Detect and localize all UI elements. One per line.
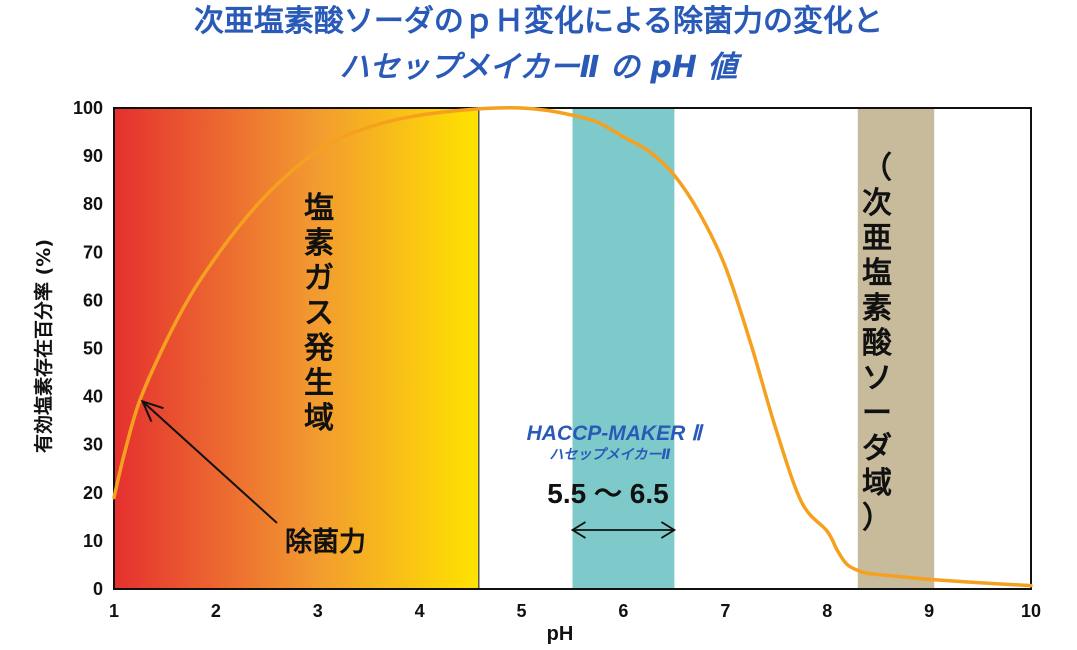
y-axis-ticks: 0 10 20 30 40 50 60 70 80 90 100	[73, 98, 103, 599]
y-axis-label: 有効塩素存在百分率 (%)	[32, 239, 55, 453]
vertical-label-char: 発	[303, 331, 335, 366]
x-tick-label: 7	[720, 601, 730, 621]
vertical-label-char: ダ	[862, 431, 892, 466]
vertical-label-char: ガ	[304, 261, 334, 296]
y-tick-label: 60	[83, 290, 103, 310]
chart-title: 次亜塩素酸ソーダのｐＨ変化による除菌力の変化と	[193, 4, 884, 39]
x-tick-label: 8	[822, 601, 832, 621]
haccp-maker-kana: ハセップメイカーⅡ	[549, 447, 670, 463]
y-tick-label: 20	[83, 483, 103, 503]
ph-range-label: 5.5 〜 6.5	[547, 478, 668, 509]
vertical-label-char: 塩	[304, 191, 334, 226]
ph-range-arrowhead-left	[570, 521, 586, 539]
y-tick-label: 0	[93, 579, 103, 599]
x-tick-label: 1	[109, 601, 119, 621]
y-tick-label: 30	[83, 435, 103, 455]
vertical-label-char: 塩	[862, 256, 892, 291]
vertical-label-char: 亜	[862, 221, 892, 256]
y-tick-label: 70	[83, 242, 103, 262]
vertical-label-char: 域	[304, 401, 334, 436]
vertical-label-char: ー	[862, 396, 892, 431]
y-tick-label: 40	[83, 387, 103, 407]
y-tick-label: 100	[73, 98, 103, 118]
y-tick-label: 90	[83, 146, 103, 166]
vertical-label-char: ）	[862, 501, 892, 536]
vertical-label-char: ソ	[862, 361, 892, 396]
x-tick-label: 5	[517, 601, 527, 621]
plot-frame	[113, 107, 1032, 590]
ph-range-arrowhead-right	[660, 521, 677, 539]
chart-subtitle: ハセップメイカーⅡ の pH 値	[339, 50, 738, 85]
germicidal-arrowhead	[140, 399, 164, 422]
haccp-range-band	[572, 108, 675, 589]
vertical-label-char: ス	[304, 296, 334, 331]
x-axis-label: pH	[547, 623, 574, 645]
hypochlorite-region-band	[857, 108, 935, 589]
x-tick-label: 9	[924, 601, 934, 621]
vertical-label-char: 酸	[862, 326, 893, 361]
germicidal-arrow	[141, 400, 278, 524]
haccp-maker-logo: HACCP-MAKER Ⅱ	[527, 422, 704, 445]
vertical-label-char: 域	[862, 466, 892, 501]
vertical-label-char: 素	[862, 291, 892, 326]
y-tick-label: 50	[83, 339, 103, 359]
y-tick-label: 80	[83, 194, 103, 214]
x-tick-label: 6	[618, 601, 628, 621]
chlorine-gas-region	[114, 108, 479, 589]
x-tick-label: 4	[415, 601, 425, 621]
x-tick-label: 2	[211, 601, 221, 621]
vertical-label-char: （	[862, 151, 892, 186]
vertical-label-char: 生	[304, 366, 334, 401]
germicidal-curve	[112, 106, 1033, 588]
vertical-label-char: 次	[862, 186, 892, 221]
x-tick-label: 3	[313, 601, 323, 621]
y-tick-label: 10	[83, 531, 103, 551]
x-tick-label: 10	[1021, 601, 1041, 621]
vertical-label-char: 素	[304, 226, 334, 261]
x-axis-ticks: 1 2 3 4 5 6 7 8 9 10	[109, 601, 1041, 621]
germicidal-label: 除菌力	[285, 526, 366, 558]
